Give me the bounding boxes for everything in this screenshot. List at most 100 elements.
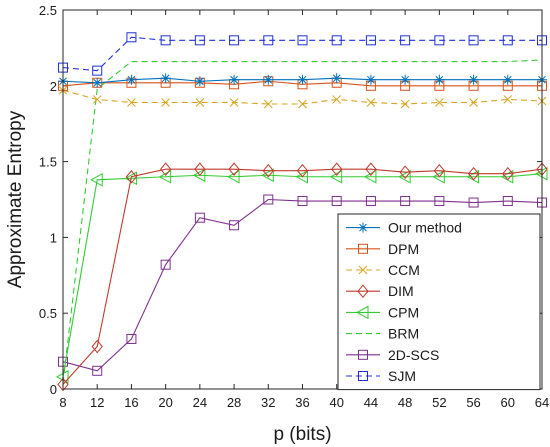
legend-entry-2d-scs: 2D-SCS	[346, 347, 439, 363]
legend-marker	[357, 284, 369, 298]
data-point-our-method	[263, 74, 274, 85]
x-tick-label: 32	[261, 395, 275, 410]
x-tick-label: 36	[295, 395, 309, 410]
data-point-our-method	[229, 74, 240, 85]
series-line-sjm	[62, 36, 542, 72]
data-point-cpm	[158, 169, 172, 184]
data-point-our-method	[434, 74, 445, 85]
x-tick-label: 40	[329, 395, 343, 410]
series-layer	[55, 32, 548, 392]
legend-entry-ccm: CCM	[346, 262, 420, 278]
legend-entry-brm: BRM	[346, 326, 419, 342]
x-tick-label: 52	[432, 395, 446, 410]
data-point-ccm	[195, 98, 205, 107]
data-point-sjm	[434, 35, 445, 46]
x-tick-label: 16	[124, 395, 138, 410]
data-point-dim	[159, 162, 172, 176]
data-point-2d-scs	[297, 196, 308, 207]
x-tick-label: 12	[90, 395, 104, 410]
legend-label: BRM	[388, 326, 419, 342]
data-point-dim	[228, 162, 240, 176]
data-point-dim	[91, 339, 103, 354]
data-point-dim	[399, 165, 411, 179]
data-point-sjm	[400, 35, 411, 46]
legend-label: Our method	[388, 220, 462, 236]
data-point-dim	[57, 377, 69, 392]
legend: Our method DPM CCM DIM CPM BRM 2D-SCS SJM	[337, 213, 541, 391]
series-line-ccm	[62, 89, 543, 105]
legend-entry-dpm: DPM	[346, 241, 419, 257]
x-tick-label: 56	[466, 395, 480, 410]
legend-label: 2D-SCS	[388, 347, 439, 363]
data-point-ccm	[298, 99, 307, 109]
series-sjm	[58, 32, 547, 76]
legend-entry-our-method: Our method	[346, 220, 462, 236]
data-point-dim	[296, 163, 309, 178]
y-tick-label: 1.5	[39, 155, 57, 170]
data-point-sjm	[468, 35, 479, 46]
data-point-our-method	[194, 76, 205, 87]
data-point-ccm	[435, 98, 444, 107]
legend-box	[337, 213, 541, 391]
data-point-2d-scs	[263, 194, 274, 205]
x-tick-label: 20	[158, 395, 172, 410]
legend-marker	[358, 349, 368, 360]
data-point-our-method	[331, 73, 342, 84]
x-tick-label: 48	[398, 395, 412, 410]
axis-ticks: 8 12 16 20 24 28 32 36 40 44 48 52 56 60 64 0 0.5 1 1.5 2 2.…	[39, 3, 549, 410]
data-point-dim	[262, 163, 274, 178]
data-point-dim	[433, 163, 446, 178]
legend-marker	[355, 305, 369, 320]
data-point-cpm	[192, 168, 206, 183]
legend-label: DIM	[388, 283, 414, 299]
data-point-ccm	[503, 95, 513, 104]
legend-marker	[358, 371, 368, 381]
data-point-sjm	[160, 35, 171, 46]
y-tick-label: 2	[50, 79, 57, 94]
y-axis-label: Approximate Entropy	[5, 110, 26, 288]
y-tick-label: 0.5	[39, 306, 57, 321]
y-tick-label: 0	[50, 382, 57, 397]
data-point-sjm	[297, 35, 308, 46]
data-point-ccm	[92, 95, 102, 104]
data-point-cpm	[90, 172, 103, 187]
data-point-cpm	[227, 169, 240, 184]
data-point-sjm	[502, 35, 513, 46]
data-point-our-method	[468, 74, 479, 85]
data-point-2d-scs	[400, 196, 411, 207]
legend-entry-cpm: CPM	[346, 304, 419, 320]
data-point-ccm	[332, 95, 342, 104]
data-point-sjm	[263, 35, 274, 46]
data-point-cpm	[329, 169, 343, 184]
data-point-sjm	[365, 35, 376, 46]
data-point-dim	[467, 166, 480, 181]
legend-label: SJM	[388, 368, 416, 384]
x-tick-label: 8	[59, 395, 66, 410]
data-point-our-method	[400, 74, 411, 85]
x-tick-label: 44	[364, 395, 378, 410]
x-tick-label: 28	[227, 395, 241, 410]
data-point-our-method	[126, 74, 137, 85]
data-point-our-method	[92, 77, 103, 88]
x-tick-label: 64	[535, 395, 549, 410]
data-point-dim	[331, 162, 343, 176]
legend-entry-sjm: SJM	[346, 368, 416, 384]
data-point-our-method	[297, 74, 308, 85]
data-point-2d-scs	[434, 196, 445, 207]
legend-marker	[358, 222, 368, 233]
data-point-dim	[194, 162, 206, 176]
data-point-ccm	[400, 99, 410, 109]
legend-marker	[358, 243, 368, 254]
data-point-2d-scs	[502, 196, 513, 207]
data-point-ccm	[127, 98, 136, 107]
data-point-sjm	[126, 32, 137, 43]
data-point-dim	[502, 166, 514, 181]
series-ccm	[58, 85, 547, 109]
data-point-2d-scs	[229, 220, 240, 231]
series-line-dim	[62, 168, 543, 385]
series-line-2d-scs	[62, 198, 543, 372]
data-point-ccm	[263, 99, 273, 109]
data-point-sjm	[92, 65, 103, 76]
data-point-cpm	[432, 169, 445, 184]
y-tick-label: 2.5	[39, 3, 57, 18]
